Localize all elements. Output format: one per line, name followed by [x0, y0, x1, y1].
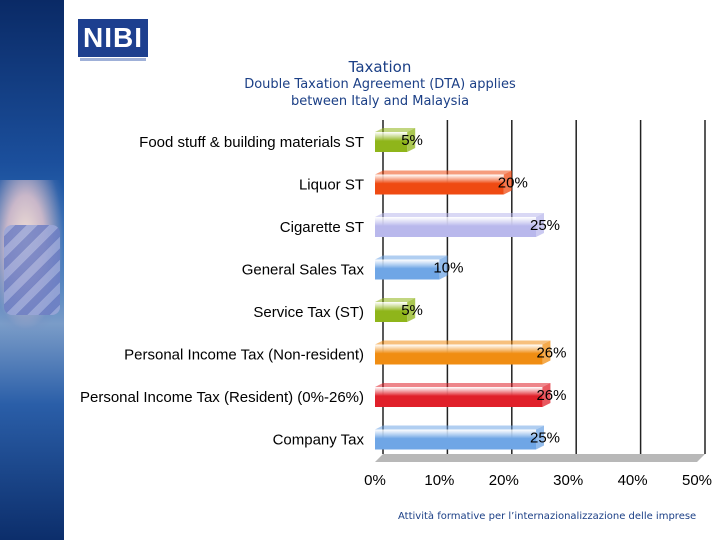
- category-label: General Sales Tax: [242, 262, 365, 279]
- bar: [375, 344, 543, 365]
- value-label: 20%: [498, 175, 528, 192]
- x-tick-label: 50%: [682, 472, 712, 489]
- x-tick-label: 30%: [553, 472, 583, 489]
- bar: [375, 217, 536, 237]
- bar-top-face: [375, 128, 416, 132]
- chart-bars: [375, 128, 551, 450]
- bar: [375, 132, 408, 152]
- bar-end-face: [536, 213, 544, 237]
- category-label: Cigarette ST: [280, 219, 364, 236]
- page-title: Taxation: [348, 58, 412, 76]
- category-label: Personal Income Tax (Resident) (0%-26%): [80, 389, 364, 406]
- bar: [375, 429, 536, 450]
- bar-top-face: [375, 213, 544, 217]
- category-label: Service Tax (ST): [253, 304, 364, 321]
- bar-end-face: [542, 383, 551, 407]
- value-label: 25%: [530, 430, 560, 447]
- bar-top-face: [375, 170, 512, 175]
- cube-image: [4, 225, 60, 315]
- bar-top-face: [375, 298, 416, 302]
- bar-top-face: [375, 383, 551, 387]
- category-label: Personal Income Tax (Non-resident): [124, 347, 364, 364]
- footer-text: Attività formative per l’internazionaliz…: [398, 511, 697, 522]
- bar-end-face: [407, 298, 416, 322]
- bar-top-face: [375, 340, 551, 345]
- chart-labels: 0% 10% 20% 30% 40% 50% Food stuff & building m…: [80, 132, 712, 489]
- bar-end-face: [407, 128, 416, 152]
- value-label: 5%: [401, 132, 423, 149]
- category-label: Liquor ST: [299, 177, 364, 194]
- x-tick-label: 20%: [489, 472, 519, 489]
- bar-end-face: [542, 340, 551, 365]
- bar-top-face: [375, 425, 544, 430]
- value-label: 26%: [536, 387, 566, 404]
- x-tick-label: 0%: [364, 472, 386, 489]
- page-subtitle-line2: between Italy and Malaysia: [290, 94, 470, 109]
- category-label: Company Tax: [273, 432, 365, 449]
- value-label: 25%: [530, 217, 560, 234]
- nibi-logo: NIBI: [78, 19, 148, 57]
- bar: [375, 174, 504, 195]
- logo-tagline-bar: [80, 58, 146, 61]
- bar-top-face: [375, 255, 448, 260]
- value-label: 26%: [536, 345, 566, 362]
- category-label: Food stuff & building materials ST: [139, 134, 364, 151]
- bar-end-face: [503, 170, 512, 195]
- value-label: 5%: [401, 302, 423, 319]
- decorative-side-image: [0, 0, 64, 540]
- value-label: 10%: [433, 260, 463, 277]
- x-tick-label: 10%: [424, 472, 454, 489]
- x-tick-label: 40%: [618, 472, 648, 489]
- chart-floor: [375, 454, 705, 462]
- bar-end-face: [536, 425, 544, 450]
- bar: [375, 302, 408, 322]
- bar: [375, 387, 543, 407]
- page-subtitle-line1: Double Taxation Agreement (DTA) applies: [244, 77, 516, 92]
- bar: [375, 259, 440, 280]
- bar-end-face: [439, 255, 448, 280]
- logo-text: NIBI: [83, 22, 143, 53]
